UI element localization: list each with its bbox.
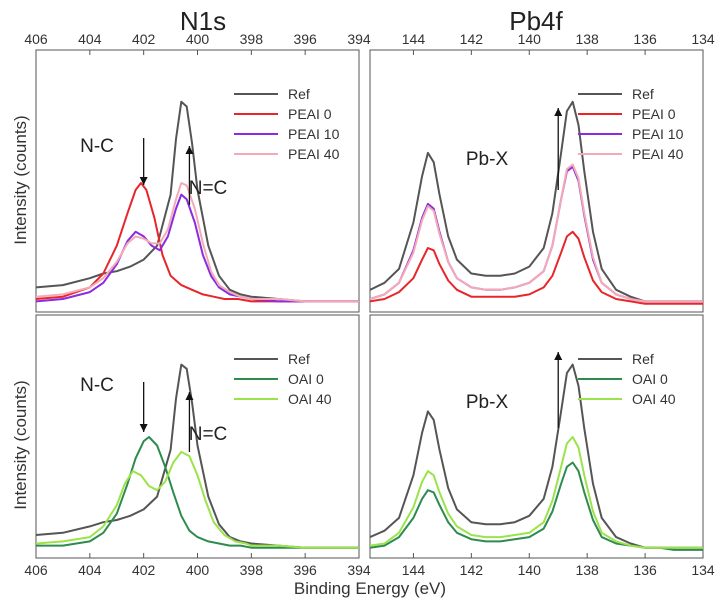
x-tick-label: 142 [460,562,484,578]
x-tick-label: 144 [402,31,426,47]
x-tick-label: 406 [24,31,48,47]
legend-label: PEAI 10 [288,126,340,142]
legend-label: OAI 40 [632,391,676,407]
x-axis-label: Binding Energy (eV) [294,579,446,598]
x-tick-label: 398 [240,31,264,47]
annotation-arrowhead [185,146,194,154]
x-tick-label: 394 [347,31,371,47]
series-line-peai-40 [36,182,359,303]
legend-label: PEAI 0 [288,106,332,122]
column-title-pb4f: Pb4f [509,6,563,36]
annotation-label: N-C [80,375,114,396]
legend-label: Ref [288,86,310,102]
series-line-peai-10 [36,193,359,303]
x-tick-label: 142 [460,31,484,47]
x-tick-label: 400 [186,562,210,578]
x-tick-label: 136 [633,31,657,47]
x-tick-label: 396 [293,562,317,578]
x-tick-label: 144 [402,562,426,578]
series-line-peai-0 [36,182,359,303]
x-tick-label: 140 [518,31,542,47]
annotation-label: N=C [189,424,228,445]
annotation-label: Pb-X [466,149,509,170]
x-tick-label: 138 [575,562,599,578]
annotation-arrowhead [554,108,563,116]
annotation-label: N-C [80,136,114,157]
annotation-label: Pb-X [466,392,509,413]
y-axis-label-top: Intensity (counts) [11,115,30,244]
series-line-peai-0 [370,230,703,305]
legend-label: PEAI 40 [288,146,340,162]
x-tick-label: 398 [240,562,264,578]
x-tick-label: 400 [186,31,210,47]
series-line-oai-0 [36,436,359,549]
x-tick-label: 396 [293,31,317,47]
x-tick-label: 404 [78,562,102,578]
series-line-oai-40 [36,450,359,549]
x-tick-label: 402 [132,31,156,47]
annotation-arrowhead [139,177,148,185]
plot-frame [369,49,704,313]
x-tick-label: 404 [78,31,102,47]
series-line-ref [370,100,703,303]
series-line-ref [370,363,703,549]
plot-frame [369,314,704,559]
annotation-arrowhead [185,392,194,400]
annotation-arrowhead [139,424,148,432]
x-tick-label: 402 [132,562,156,578]
legend-label: PEAI 0 [632,106,676,122]
legend-label: Ref [632,86,654,102]
x-tick-label: 134 [691,31,715,47]
panel-n1s-oai: 406 404 402 400 398 396 394 Ref OAI 0 OAI 40 N-C N=… [24,314,371,578]
legend-label: PEAI 10 [632,126,684,142]
legend-label: OAI 40 [288,391,332,407]
x-tick-label: 406 [24,562,48,578]
panel-pb4f-peai: 144 142 140 138 136 134 Ref PEAI 0 PEAI 10 PEAI 4… [369,31,715,313]
x-tick-label: 138 [575,31,599,47]
panel-n1s-peai: 406 404 402 400 398 396 394 Ref PEAI 0 PEAI 10 PEA… [24,31,371,313]
legend-label: OAI 0 [632,371,668,387]
x-tick-label: 140 [518,562,542,578]
y-axis-label-bottom: Intensity (counts) [11,380,30,509]
x-tick-label: 134 [691,562,715,578]
series-line-oai-40 [370,436,703,549]
legend-label: PEAI 40 [632,146,684,162]
column-title-n1s: N1s [180,6,226,36]
annotation-label: N=C [189,178,228,199]
legend-label: Ref [288,351,310,367]
panel-pb4f-oai: 144 142 140 138 136 134 Ref OAI 0 OAI 40 Pb-X [369,314,715,578]
x-tick-label: 394 [347,562,371,578]
series-line-peai-40 [370,163,703,303]
x-tick-label: 136 [633,562,657,578]
legend-label: OAI 0 [288,371,324,387]
legend-label: Ref [632,351,654,367]
annotation-arrowhead [554,352,563,360]
